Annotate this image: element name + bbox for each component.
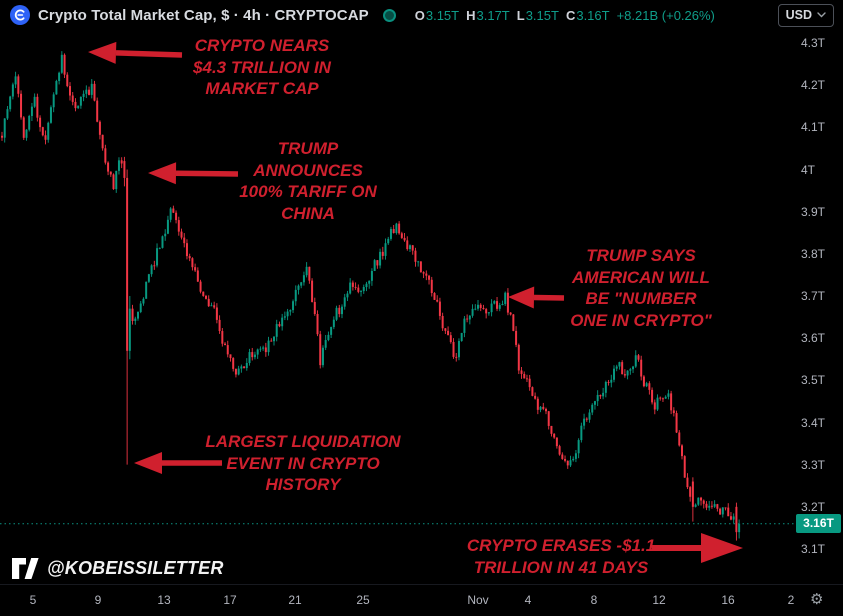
ohlc-readout: O 3.15T H 3.17T L 3.15T C 3.16T +8.21B (… (408, 8, 715, 23)
tradingview-logo-icon (12, 558, 39, 579)
price-label: 4.3T (801, 36, 826, 50)
time-label: 16 (721, 593, 735, 607)
high-label: H (466, 7, 476, 23)
time-label: 8 (590, 593, 598, 607)
annotation-text-4: CRYPTO ERASES -$1.1 TRILLION IN 41 DAYS (466, 536, 656, 577)
open-label: O (414, 7, 425, 23)
candlestick-series (1, 51, 741, 541)
currency-dropdown-button[interactable]: USD (777, 3, 834, 27)
time-axis[interactable]: ⚙ 5 9 13 17 21 25 Nov 4 8 12 16 2 (0, 584, 843, 616)
price-label: 3.2T (801, 499, 826, 514)
watermark-handle: @KOBEISSILETTER (47, 558, 224, 578)
currency-label: USD (785, 8, 812, 22)
close-label: C (565, 7, 576, 23)
time-label: Nov (467, 593, 489, 607)
close-value: 3.16T (576, 7, 610, 23)
high-value: 3.17T (476, 7, 510, 23)
price-axis[interactable]: 4.3T 4.2T 4.1T 4T 3.9T 3.8T 3.7T 3.6T 3.5T 3.4T 3.… (795, 30, 843, 585)
price-label: 4.2T (801, 78, 826, 93)
annotation-text-3: TRUMP SAYS AMERICAN WILL BE "NUMBER ONE IN … (570, 246, 712, 330)
cryptocap-logo-icon (10, 5, 30, 25)
change-value: +8.21B (+0.26%) (616, 7, 715, 23)
time-label: 21 (288, 593, 302, 607)
time-label: 12 (652, 593, 666, 607)
annotation-text-2: LARGEST LIQUIDATION EVENT IN CRYPTO HISTOR… (205, 432, 401, 494)
price-label: 4.1T (801, 120, 826, 135)
price-label: 4T (801, 162, 816, 177)
time-label: 2 (787, 593, 795, 607)
time-label: 5 (29, 593, 37, 607)
chart-header: Crypto Total Market Cap, $ · 4h · CRYPTO… (0, 0, 843, 30)
chevron-down-icon (817, 12, 826, 18)
last-price-badge: 3.16T (796, 514, 841, 534)
watermark: @KOBEISSILETTER (12, 558, 224, 579)
annotation-text-0: CRYPTO NEARS $4.3 TRILLION IN MARKET CAP (193, 36, 331, 98)
time-label: 9 (94, 593, 102, 607)
low-value: 3.15T (525, 7, 559, 23)
market-status-icon (382, 8, 396, 22)
price-label: 3.3T (801, 457, 826, 472)
annotation-arrows (88, 41, 743, 563)
open-value: 3.15T (425, 7, 460, 23)
price-label: 3.5T (801, 373, 826, 388)
annotation-text-1: TRUMP ANNOUNCES 100% TARIFF ON CHINA (239, 139, 377, 223)
price-label: 3.6T (801, 331, 826, 346)
time-label: 17 (223, 593, 237, 607)
low-label: L (516, 7, 525, 23)
price-label: 3.8T (801, 246, 826, 261)
settings-icon[interactable]: ⚙ (810, 590, 824, 608)
price-label: 3.7T (801, 289, 826, 303)
time-label: 25 (356, 593, 370, 607)
price-label: 3.4T (801, 415, 826, 430)
time-label: 4 (524, 593, 532, 607)
price-label: 3.1T (801, 542, 826, 556)
time-label: 13 (157, 593, 171, 607)
symbol-title[interactable]: Crypto Total Market Cap, $ · 4h · CRYPTO… (38, 6, 369, 24)
price-label: 3.9T (801, 204, 826, 219)
